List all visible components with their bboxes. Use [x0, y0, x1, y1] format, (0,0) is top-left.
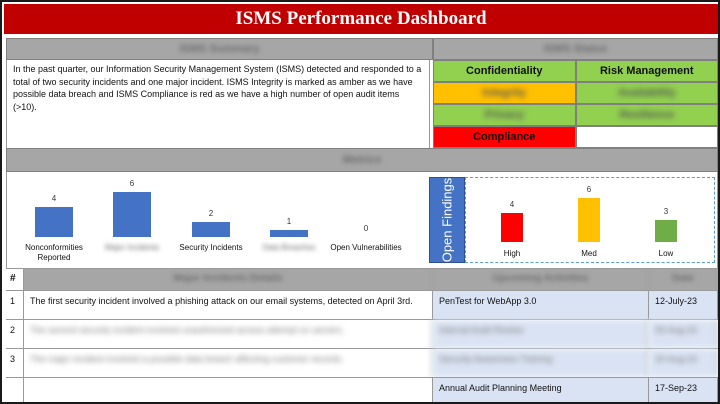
incidents-table: # Major Incidents Details Upcoming Activit…: [6, 268, 718, 402]
status-cell-risk-management: Risk Management: [575, 60, 718, 82]
table-cell-activity: Internal Audit Review: [433, 320, 649, 348]
metrics-bar: [35, 207, 73, 237]
status-header: ISMS Status: [433, 38, 718, 60]
table-cell-num: 1: [6, 291, 24, 319]
table-cell-activity: PenTest for WebApp 3.0: [433, 291, 649, 319]
status-cell-label: Integrity: [482, 87, 526, 99]
metrics-bar-value: 6: [129, 179, 135, 188]
status-cell-availability: Availability: [575, 82, 718, 104]
metrics-chart-area: [6, 172, 718, 268]
status-cell-empty: [575, 126, 718, 148]
table-header-cell: Date: [649, 269, 718, 290]
table-cell-detail: The major incident involved a possible d…: [24, 349, 433, 377]
table-cell-date: 12-July-23: [649, 291, 718, 319]
metrics-category-label: Open Vulnerabilities: [330, 243, 402, 252]
metrics-bar-value: 4: [51, 194, 57, 203]
metrics-bar-value: 2: [208, 209, 214, 218]
findings-bar-med: [578, 198, 600, 242]
summary-text: In the past quarter, our Information Sec…: [6, 60, 430, 148]
table-row: 2 The second security incident involved u…: [6, 319, 718, 348]
metrics-category-label: Security Incidents: [179, 243, 243, 252]
findings-bar-low: [655, 220, 677, 242]
table-cell-detail: [24, 378, 433, 402]
status-cell-resilience: Resilience: [575, 104, 718, 126]
status-cell-label: Risk Management: [599, 65, 694, 77]
table-cell-date: 05-Aug-23: [649, 320, 718, 348]
metrics-bar-value: 0: [363, 224, 369, 233]
findings-category-label: High: [503, 249, 521, 258]
summary-header-label: ISMS Summary: [179, 43, 260, 55]
status-cell-label: Confidentiality: [466, 65, 543, 77]
table-row: Annual Audit Planning Meeting 17-Sep-23: [6, 377, 718, 402]
table-header-cell: Upcoming Activities: [433, 269, 649, 290]
open-findings-chart: [465, 177, 715, 263]
status-cell-label: Resilience: [619, 109, 674, 121]
metrics-bar: [192, 222, 230, 237]
page-title: ISMS Performance Dashboard: [4, 4, 718, 34]
metrics-bar: [113, 192, 151, 237]
table-row: 3 The major incident involved a possible …: [6, 348, 718, 377]
table-row: 1 The first security incident involved a …: [6, 290, 718, 319]
metrics-category-label: Major Incidents: [104, 243, 160, 252]
metrics-category-label: Data Breaches: [262, 243, 316, 252]
table-cell-detail: The second security incident involved un…: [24, 320, 433, 348]
open-findings-title: Open Findings: [439, 177, 455, 263]
status-cell-privacy: Privacy: [433, 104, 576, 126]
table-header-row: # Major Incidents Details Upcoming Activit…: [6, 268, 718, 290]
open-findings-badge: Open Findings: [429, 177, 465, 263]
findings-bar-value: 4: [509, 199, 515, 209]
status-cell-confidentiality: Confidentiality: [433, 60, 576, 82]
metrics-bar-value: 1: [286, 216, 292, 226]
table-cell-date: 17-Sep-23: [649, 378, 718, 402]
table-cell-date: 20-Aug-23: [649, 349, 718, 377]
findings-bar-value: 6: [586, 185, 592, 195]
table-cell-num: 2: [6, 320, 24, 348]
status-cell-label: Compliance: [473, 131, 536, 143]
metrics-header-label: Metrics: [342, 154, 382, 166]
table-cell-activity: Security Awareness Training: [433, 349, 649, 377]
table-header-cell: #: [6, 269, 24, 290]
status-cell-compliance: Compliance: [433, 126, 576, 148]
table-cell-num: [6, 378, 24, 402]
metrics-header: Metrics: [6, 148, 718, 172]
findings-bar-value: 3: [663, 207, 669, 217]
findings-category-label: Low: [658, 249, 674, 258]
metrics-category-label: Nonconformities Reported: [25, 243, 83, 262]
status-header-label: ISMS Status: [543, 43, 608, 55]
status-cell-integrity: Integrity: [433, 82, 576, 104]
table-cell-activity: Annual Audit Planning Meeting: [433, 378, 649, 402]
status-cell-label: Privacy: [484, 109, 524, 121]
summary-header: ISMS Summary: [6, 38, 433, 60]
status-cell-label: Availability: [617, 87, 676, 99]
findings-bar-high: [501, 212, 523, 242]
table-cell-num: 3: [6, 349, 24, 377]
table-header-cell: Major Incidents Details: [24, 269, 433, 290]
metrics-bar: [270, 229, 308, 237]
table-cell-detail: The first security incident involved a p…: [24, 291, 433, 319]
findings-category-label: Med: [581, 249, 597, 258]
